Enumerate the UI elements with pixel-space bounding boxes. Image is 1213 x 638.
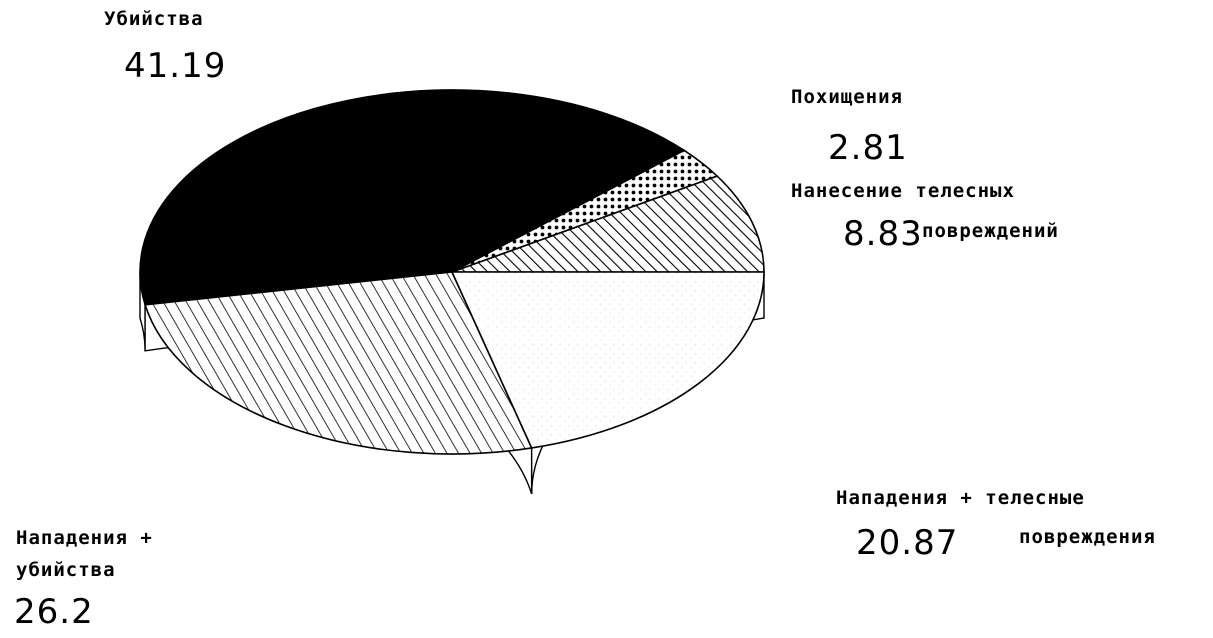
value-assault-murder: 26.2 (14, 592, 94, 632)
label-bodily-harm: Нанесение телесных (791, 178, 1015, 204)
label-bodily-harm-line-2: повреждений (922, 220, 1059, 242)
label-assault-murder-line-2: убийства (16, 559, 116, 581)
label-assault-harm: Нападения + телесные (836, 485, 1085, 511)
label-bodily-harm-line-1: Нанесение телесных (791, 180, 1015, 202)
pie-top-slices (139, 89, 765, 455)
label-kidnappings-line-1: Похищения (791, 86, 903, 108)
pie-slice-assault-murder (144, 271, 533, 455)
pie-slice-assault-harm (450, 271, 765, 449)
value-bodily-harm: 8.83 (843, 214, 923, 254)
value-assault-harm: 20.87 (856, 523, 959, 563)
pie-slice-bodily-harm (451, 175, 765, 273)
label-assault-murder-line-1: Нападения + (16, 527, 153, 549)
label-assault-harm-line-1: Нападения + телесные (836, 487, 1085, 509)
label-kidnappings: Похищения (791, 84, 903, 110)
value-murders: 41.19 (124, 46, 227, 86)
label-assault-harm-line-2: повреждения (1019, 526, 1156, 548)
label-murders-line-1: Убийства (104, 8, 204, 30)
value-kidnappings: 2.81 (828, 128, 908, 168)
pie-slice-murders (139, 89, 686, 306)
label-murders: Убийства (104, 6, 204, 32)
